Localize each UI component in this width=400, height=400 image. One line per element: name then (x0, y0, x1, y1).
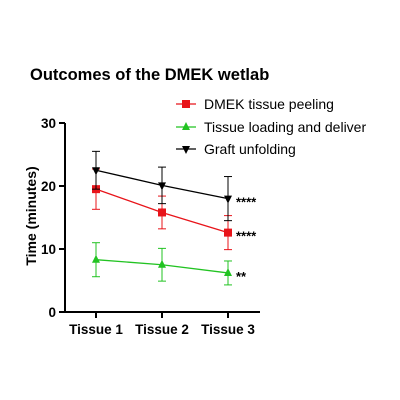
data-point (224, 228, 232, 237)
legend-label: DMEK tissue peeling (204, 96, 334, 112)
x-tick-label: Tissue 2 (135, 322, 189, 337)
significance-label: **** (236, 229, 257, 244)
chart-title: Outcomes of the DMEK wetlab (30, 66, 269, 84)
data-point (224, 195, 232, 204)
significance-label: ** (236, 269, 247, 284)
series-0: **** (92, 168, 257, 251)
legend-label: Tissue loading and deliver (204, 119, 366, 135)
y-tick-label: 30 (41, 116, 56, 131)
data-point (158, 208, 166, 217)
data-point (224, 267, 232, 276)
y-tick-label: 10 (41, 242, 56, 257)
series-2: **** (92, 150, 257, 222)
data-point (92, 167, 100, 176)
legend-item: DMEK tissue peeling (176, 96, 334, 112)
legend-item: Tissue loading and deliver (176, 119, 366, 135)
y-axis-label: Time (minutes) (23, 166, 39, 265)
legend-label: Graft unfolding (204, 141, 296, 157)
y-tick-label: 20 (41, 179, 56, 194)
series-1: ** (92, 242, 247, 286)
legend-marker (182, 122, 190, 130)
data-point (92, 254, 100, 263)
y-tick-label: 0 (48, 305, 56, 320)
legend-marker (182, 146, 190, 154)
x-tick-label: Tissue 1 (69, 322, 123, 337)
legend-marker (182, 100, 190, 108)
legend-item: Graft unfolding (176, 141, 296, 157)
data-point (158, 182, 166, 191)
data-point (158, 259, 166, 268)
x-tick-label: Tissue 3 (201, 322, 255, 337)
legend: DMEK tissue peeling Tissue loading and de… (176, 96, 366, 157)
significance-label: **** (236, 195, 257, 210)
